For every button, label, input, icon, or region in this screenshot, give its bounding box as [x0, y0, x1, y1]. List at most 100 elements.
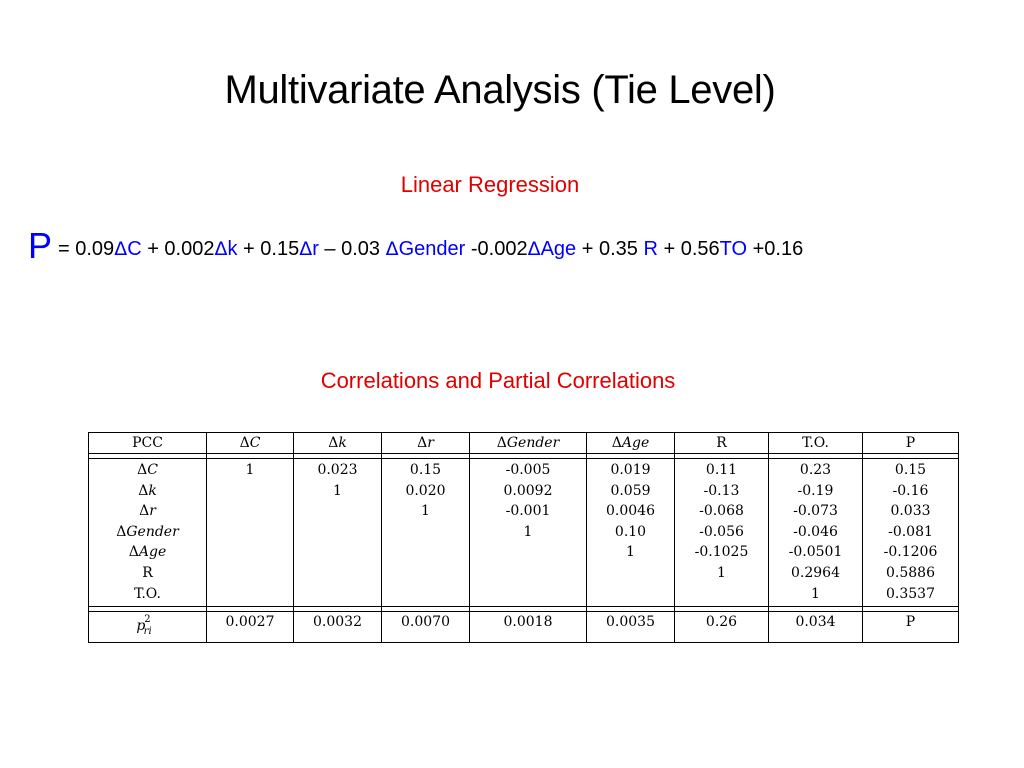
row-label-delta-c-symbol: Δ: [137, 462, 148, 478]
row-label-delta-age-var: Age: [138, 544, 167, 561]
cell-value: 1: [245, 462, 255, 478]
eq-term3-delta: Δ: [299, 238, 313, 260]
cell-value: -0.068: [699, 503, 744, 520]
cell-value: 0.2964: [791, 564, 840, 581]
cell-value: -0.001: [505, 503, 551, 520]
eq-term4-coef: – 0.03: [318, 238, 386, 260]
cell-value: 0.10: [614, 523, 647, 540]
col-to: 0.23 -0.19 -0.073 -0.046 -0.0501 0.2964 …: [768, 459, 862, 607]
cell-value: 0.15: [409, 462, 442, 478]
eq-term4-delta: Δ: [385, 238, 399, 260]
correlations-heading: Correlations and Partial Correlations: [320, 368, 676, 393]
cell-value: 0.023: [317, 462, 358, 478]
cell-value: 0.033: [890, 503, 931, 520]
header-delta-gender-var: Gender: [506, 435, 560, 451]
row-label-delta-c-var: C: [147, 462, 158, 478]
eq-intercept: +0.16: [747, 238, 804, 260]
eq-term2-delta: Δ: [214, 238, 228, 260]
cell-value: -0.081: [888, 523, 933, 540]
eq-term1-var: C: [127, 238, 142, 260]
cell-value: -0.046: [793, 523, 838, 540]
header-delta-age: ΔAge: [586, 432, 674, 454]
cell-value: 0.3537: [886, 585, 935, 602]
cell-value: 1: [523, 523, 533, 540]
footer-value: P: [862, 611, 959, 643]
row-label-to: T.O.: [134, 585, 161, 602]
cell-value: 0.059: [610, 482, 651, 499]
col-delta-gender: -0.005 0.0092 -0.001 1: [469, 459, 586, 607]
header-delta-gender: ΔGender: [469, 432, 586, 454]
row-label-delta-k: Δk: [91, 481, 204, 502]
eq-term3-coef: + 0.15: [237, 238, 300, 260]
cell-value: 0.15: [894, 462, 927, 478]
row-label-delta-r-var: r: [149, 503, 156, 520]
linear-regression-heading: Linear Regression: [400, 172, 580, 197]
header-delta-r-symbol: Δ: [417, 435, 428, 451]
row-label-delta-k-var: k: [148, 482, 157, 499]
cell-value: -0.13: [703, 482, 740, 499]
footer-value: 0.0035: [586, 611, 674, 643]
eq-term3-var: r: [312, 238, 319, 260]
cell-value: 1: [811, 585, 820, 602]
col-r: 0.11 -0.13 -0.068 -0.056 -0.1025 1: [674, 459, 768, 607]
table-gap: [88, 606, 959, 612]
cell-value: 1: [626, 544, 635, 561]
header-delta-c: ΔC: [206, 432, 293, 454]
footer-value: 0.26: [674, 611, 768, 643]
eq-term5-coef: -0.002: [465, 238, 528, 260]
header-delta-k-symbol: Δ: [328, 435, 339, 451]
row-label-delta-gender-symbol: Δ: [116, 523, 127, 540]
cell-value: 1: [421, 503, 430, 520]
footer-label-sup: 2: [144, 614, 151, 626]
col-delta-c: 1: [206, 459, 293, 607]
row-label-delta-k-symbol: Δ: [138, 482, 149, 499]
table-header-row: PCC ΔC Δk Δr ΔGender ΔAge R T.O. P: [88, 432, 959, 454]
cell-value: -0.005: [505, 462, 551, 478]
header-p: P: [862, 432, 959, 454]
header-delta-r: Δr: [381, 432, 469, 454]
footer-value: 0.0018: [469, 611, 586, 643]
footer-label-base: p: [136, 617, 146, 634]
footer-value: 0.034: [768, 611, 862, 643]
row-label-delta-c: ΔC: [91, 460, 204, 481]
header-delta-age-var: Age: [621, 435, 650, 451]
footer-label: p2ri: [88, 611, 206, 643]
cell-value: 0.019: [610, 462, 651, 478]
cell-value: -0.16: [892, 482, 929, 499]
footer-value: 0.0070: [381, 611, 469, 643]
eq-term6-coef: + 0.35: [576, 238, 644, 260]
cell-value: -0.0501: [788, 544, 843, 561]
eq-term5-var: Age: [540, 238, 577, 260]
cell-value: 1: [717, 564, 726, 581]
col-delta-k: 0.023 1: [293, 459, 381, 607]
cell-value: 0.5886: [886, 564, 935, 581]
header-delta-k-var: k: [338, 435, 347, 451]
table-gap: [88, 454, 959, 459]
col-p: 0.15 -0.16 0.033 -0.081 -0.1206 0.5886 0…: [862, 459, 959, 607]
eq-term2-coef: + 0.002: [141, 238, 215, 260]
slide-title: Multivariate Analysis (Tie Level): [224, 68, 776, 112]
row-labels-cell: ΔC Δk Δr ΔGender ΔAge R T.O.: [88, 459, 206, 607]
eq-term7-var: TO: [719, 238, 748, 260]
header-pcc: PCC: [88, 432, 206, 454]
row-label-delta-gender-var: Gender: [126, 523, 179, 540]
row-label-delta-r: Δr: [91, 501, 204, 522]
eq-term4-var: Gender: [398, 238, 466, 260]
footer-value: 0.0032: [293, 611, 381, 643]
cell-value: 0.11: [705, 462, 738, 478]
row-label-delta-gender: ΔGender: [91, 522, 204, 543]
cell-value: 0.23: [799, 462, 832, 478]
header-delta-r-var: r: [427, 435, 434, 451]
header-r: R: [674, 432, 768, 454]
cell-value: -0.056: [699, 523, 744, 540]
row-label-delta-age: ΔAge: [91, 542, 204, 563]
eq-term2-var: k: [227, 238, 238, 260]
row-label-r: R: [142, 564, 153, 581]
header-delta-k: Δk: [293, 432, 381, 454]
eq-term7-coef: + 0.56: [657, 238, 720, 260]
cell-value: 1: [333, 482, 342, 499]
cell-value: 0.020: [405, 482, 446, 499]
header-delta-c-symbol: Δ: [239, 435, 250, 451]
equation-lhs: P: [28, 225, 53, 266]
